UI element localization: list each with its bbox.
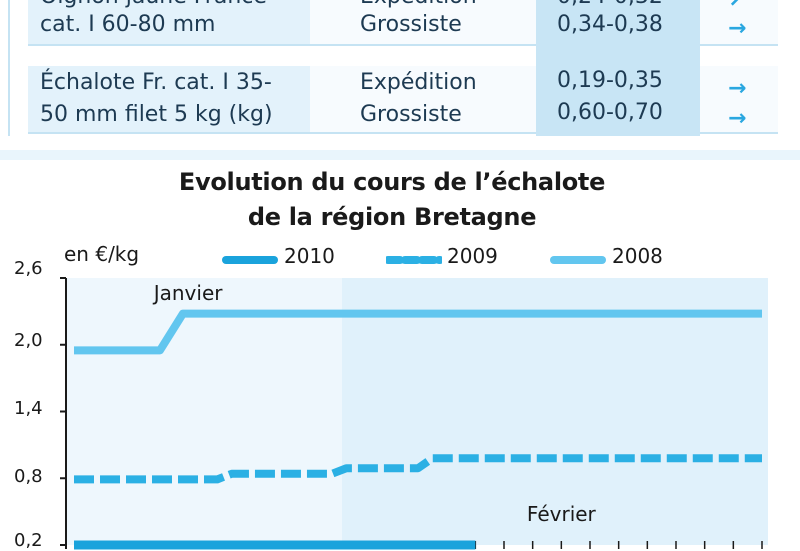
y-tick-label: 0,8 [14,466,43,487]
trend-cell [700,66,778,132]
y-axis-unit-label: en €/kg [64,242,140,266]
chart-title-line-2: de la région Bretagne [247,203,537,231]
legend-swatch-2008 [550,256,606,264]
stage-label: Expédition [360,70,477,95]
row-divider [28,132,778,134]
y-tick-label: 2,0 [14,330,43,351]
product-name-line: 50 mm filet 5 kg (kg) [40,102,273,127]
price-range: 0,24-0,32 [557,0,663,12]
price-column [536,0,700,136]
trend-cell [700,0,778,44]
stage-cell [310,66,536,132]
stage-cell [310,0,536,44]
table-left-border [8,0,10,136]
trend-stable-arrow-icon: → [728,106,747,131]
price-table: Oignon jaune France cat. I 60-80 mm Expé… [0,0,800,138]
y-tick-label: 2,6 [14,258,43,279]
product-name-line: cat. I 60-80 mm [40,12,216,37]
price-range: 0,34-0,38 [557,12,663,37]
plot-background-february [342,278,768,545]
annotation-january: Janvier [153,280,223,305]
product-name-line: Oignon jaune France [40,0,267,12]
legend-label-2008: 2008 [612,244,663,268]
legend-label-2010: 2010 [284,244,335,268]
legend-label-2009: 2009 [447,244,498,268]
trend-stable-arrow-icon: → [728,76,747,101]
annotation-february: Février [526,501,596,526]
price-range: 0,19-0,35 [557,68,663,93]
chart-title-line-1: Evolution du cours de l’échalote [178,168,606,196]
series-line-2009 [74,454,762,484]
trend-up-arrow-icon: ↗ [728,0,747,13]
plot-background-january [66,278,342,545]
y-tick-label: 0,2 [14,530,43,551]
legend-swatch-2009 [386,256,442,264]
legend-swatch-2010 [222,256,278,264]
row-divider [28,44,778,46]
series-line-2008 [74,309,762,355]
section-separator [0,150,800,160]
product-name-line: Échalote Fr. cat. I 35- [40,70,272,95]
stage-label: Grossiste [360,12,462,37]
y-tick-label: 1,4 [14,398,43,419]
trend-stable-arrow-icon: → [728,16,747,41]
stage-label: Grossiste [360,102,462,127]
stage-label: Expédition [360,0,477,12]
price-range: 0,60-0,70 [557,100,663,125]
